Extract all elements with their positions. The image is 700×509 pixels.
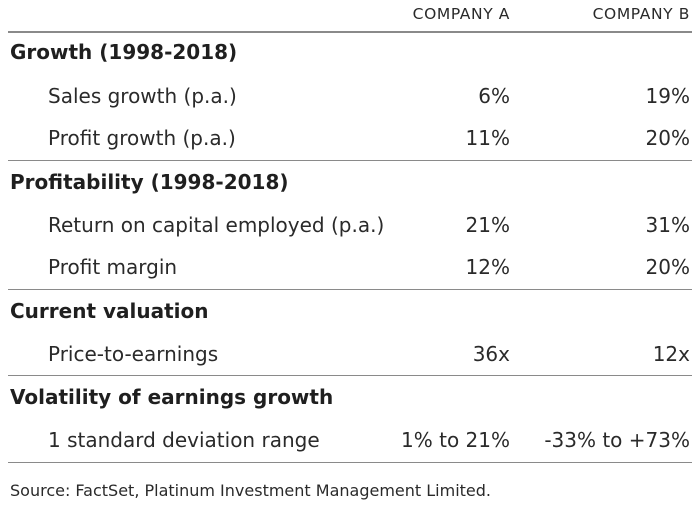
section-title-profitability: Profitability (1998-2018) — [10, 170, 289, 194]
row-label: Price-to-earnings — [48, 342, 219, 366]
company-b-value: 19% — [645, 84, 690, 108]
row-label: Return on capital employed (p.a.) — [48, 213, 385, 237]
table-row-return-on-capital: Return on capital employed (p.a.) 21% 31… — [0, 213, 700, 255]
table-row-profit-growth: Profit growth (p.a.) 11% 20% — [0, 126, 700, 168]
company-b-value: 20% — [645, 126, 690, 150]
company-a-value: 1% to 21% — [401, 428, 510, 452]
header-divider — [8, 31, 692, 33]
column-header-company-a: COMPANY A — [412, 5, 510, 23]
section-title-volatility: Volatility of earnings growth — [10, 385, 334, 409]
column-header-row: COMPANY A COMPANY B — [0, 0, 700, 30]
row-label: 1 standard deviation range — [48, 428, 320, 452]
section-title-growth: Growth (1998-2018) — [10, 40, 238, 64]
section-divider — [8, 289, 692, 290]
table-row-price-to-earnings: Price-to-earnings 36x 12x — [0, 342, 700, 384]
table-row-sales-growth: Sales growth (p.a.) 6% 19% — [0, 84, 700, 126]
company-b-value: 20% — [645, 255, 690, 279]
company-b-value: 12x — [652, 342, 690, 366]
column-header-company-b: COMPANY B — [592, 5, 690, 23]
company-a-value: 12% — [465, 255, 510, 279]
table-row-standard-deviation: 1 standard deviation range 1% to 21% -33… — [0, 428, 700, 470]
company-a-value: 36x — [472, 342, 510, 366]
row-label: Profit growth (p.a.) — [48, 126, 236, 150]
row-label: Profit margin — [48, 255, 178, 279]
company-a-value: 21% — [465, 213, 510, 237]
section-divider — [8, 160, 692, 161]
section-title-current-valuation: Current valuation — [10, 299, 209, 323]
table-bottom-divider — [8, 462, 692, 463]
section-divider — [8, 375, 692, 376]
company-b-value: -33% to +73% — [544, 428, 690, 452]
company-a-value: 6% — [478, 84, 510, 108]
source-note: Source: FactSet, Platinum Investment Man… — [10, 481, 491, 500]
row-label: Sales growth (p.a.) — [48, 84, 237, 108]
table-row-profit-margin: Profit margin 12% 20% — [0, 255, 700, 297]
company-b-value: 31% — [645, 213, 690, 237]
company-a-value: 11% — [465, 126, 510, 150]
